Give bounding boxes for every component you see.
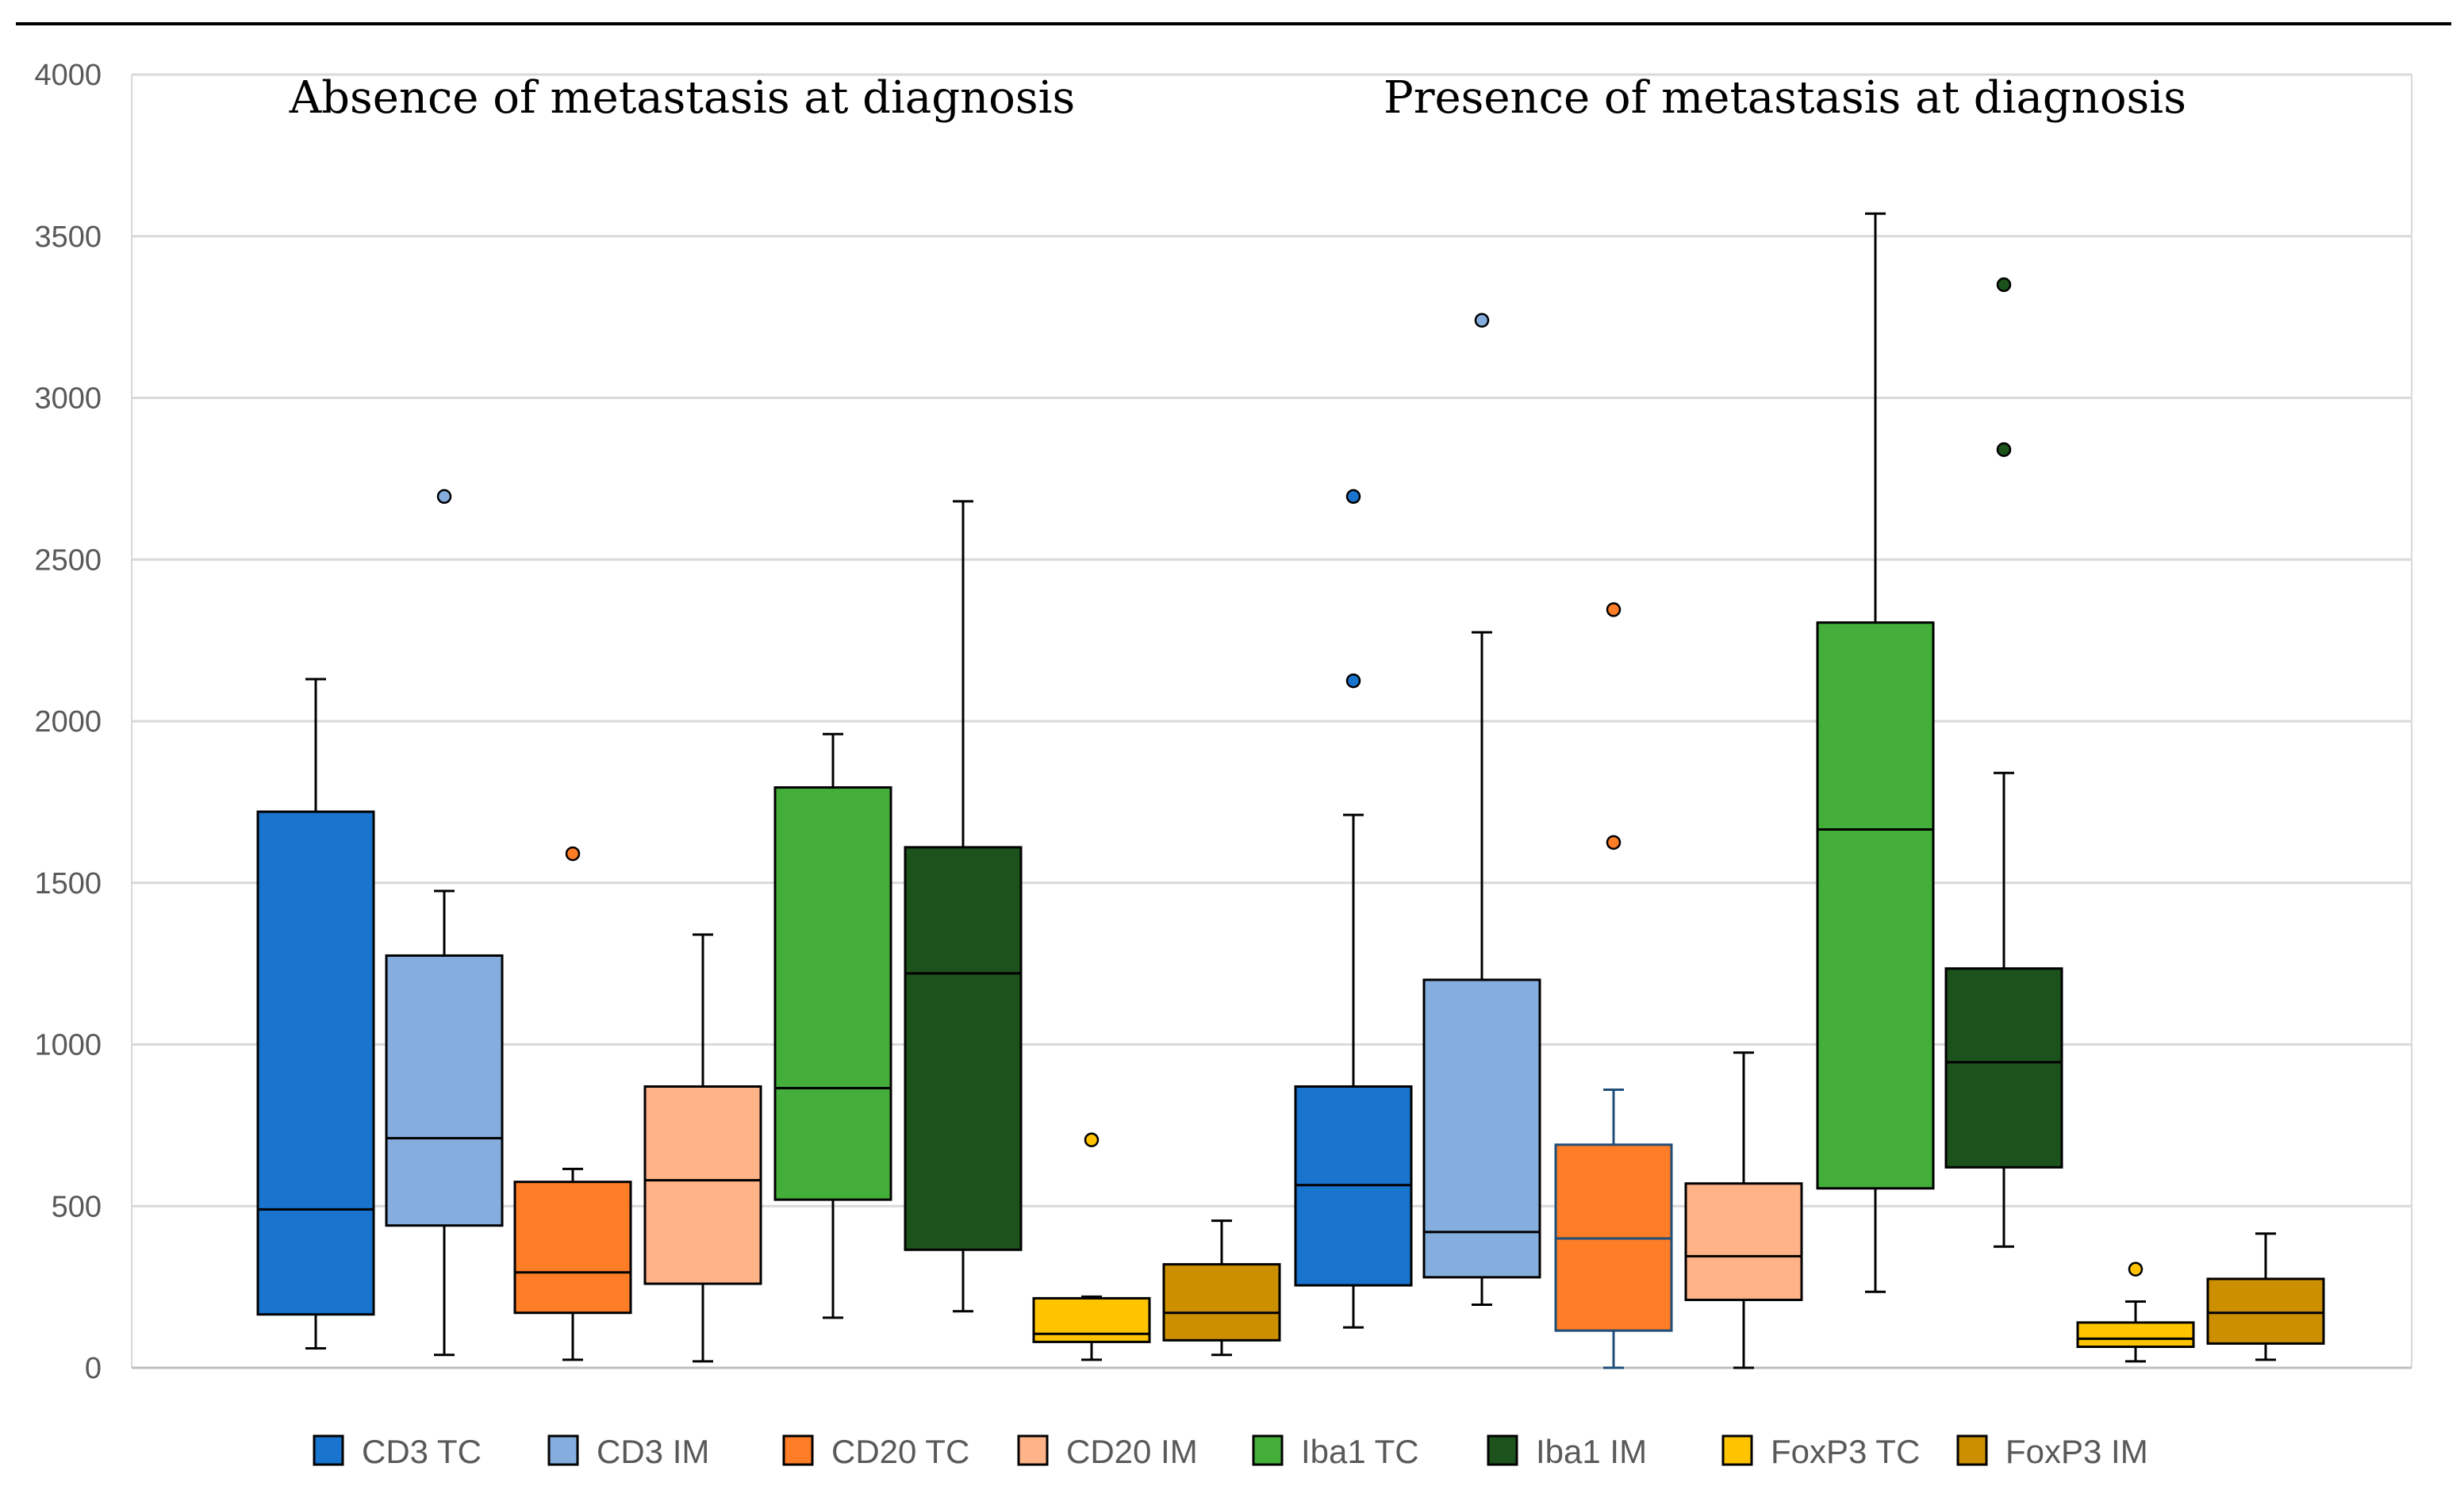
legend: CD3 TC CD3 IM CD20 TC CD20 IM Iba1 TC Iba1 IM…	[313, 1433, 2148, 1470]
box-iba1-tc-group-1	[773, 732, 892, 1319]
y-axis: 0 500 1000 1500 2000 2500 3000 3500 4000	[34, 59, 102, 1385]
box-cd3-im-group-1	[385, 489, 504, 1357]
box-iqr	[1684, 1182, 1803, 1301]
group-title-presence: Presence of metastasis at diagnosis	[1384, 72, 2186, 124]
box-iqr	[1162, 1263, 1281, 1342]
box-iba1-tc-group-2	[1816, 212, 1935, 1293]
legend-label: Iba1 TC	[1301, 1433, 1419, 1470]
box-cd3-tc-group-1	[256, 678, 375, 1350]
box-series	[256, 212, 2325, 1369]
legend-swatch	[782, 1434, 814, 1466]
legend-item-cd20-im: CD20 IM	[1017, 1433, 1198, 1470]
box-cd20-im-group-1	[643, 933, 762, 1363]
y-tick-label: 500	[52, 1190, 102, 1223]
box-iqr	[2206, 1277, 2325, 1345]
box-iqr	[385, 954, 504, 1227]
legend-label: CD3 TC	[362, 1433, 482, 1470]
outlier-point	[1606, 602, 1622, 617]
box-iqr	[773, 786, 892, 1201]
box-iqr	[1944, 967, 2063, 1169]
outlier-point	[1345, 489, 1361, 505]
outlier-point	[436, 489, 452, 505]
y-tick-label: 4000	[34, 59, 102, 92]
box-foxp3-tc-group-2	[2076, 1261, 2195, 1363]
y-tick-label: 2500	[34, 543, 102, 577]
outlier-point	[1345, 673, 1361, 689]
outlier-point	[1606, 835, 1622, 851]
box-iqr	[256, 810, 375, 1316]
gridlines	[131, 73, 2412, 1369]
box-cd20-im-group-2	[1684, 1051, 1803, 1369]
legend-swatch	[313, 1434, 344, 1466]
box-foxp3-im-group-2	[2206, 1232, 2325, 1361]
outlier-point	[1996, 442, 2012, 457]
legend-label: FoxP3 IM	[2005, 1433, 2148, 1470]
legend-swatch	[1487, 1434, 1518, 1466]
box-cd3-tc-group-2	[1294, 489, 1413, 1329]
box-iqr	[1816, 621, 1935, 1190]
legend-swatch	[547, 1434, 579, 1466]
legend-item-cd3-tc: CD3 TC	[313, 1433, 482, 1470]
legend-item-foxp3-tc: FoxP3 TC	[1721, 1433, 1920, 1470]
legend-swatch	[1721, 1434, 1753, 1466]
box-iqr	[513, 1181, 632, 1315]
box-foxp3-tc-group-1	[1032, 1132, 1151, 1361]
legend-swatch	[1017, 1434, 1049, 1466]
outlier-point	[1474, 313, 1490, 328]
box-iba1-im-group-2	[1944, 277, 2063, 1248]
y-tick-label: 3500	[34, 221, 102, 254]
y-tick-label: 2000	[34, 705, 102, 739]
y-tick-label: 1000	[34, 1029, 102, 1062]
legend-label: CD20 IM	[1066, 1433, 1198, 1470]
box-cd3-im-group-2	[1422, 313, 1541, 1307]
legend-swatch	[1252, 1434, 1284, 1466]
outlier-point	[1996, 277, 2012, 293]
box-cd20-tc-group-2	[1554, 602, 1673, 1369]
legend-label: Iba1 IM	[1536, 1433, 1647, 1470]
box-foxp3-im-group-1	[1162, 1219, 1281, 1357]
group-title-absence: Absence of metastasis at diagnosis	[289, 72, 1076, 124]
legend-item-cd3-im: CD3 IM	[547, 1433, 709, 1470]
box-iqr	[1032, 1296, 1151, 1343]
box-cd20-tc-group-1	[513, 846, 632, 1361]
outlier-point	[1084, 1132, 1100, 1147]
y-tick-label: 1500	[34, 867, 102, 900]
box-iqr	[2076, 1321, 2195, 1349]
box-iba1-im-group-1	[904, 500, 1023, 1313]
y-tick-label: 3000	[34, 382, 102, 416]
group-titles: Absence of metastasis at diagnosis Prese…	[289, 72, 2186, 124]
box-iqr	[904, 846, 1023, 1251]
legend-item-iba1-tc: Iba1 TC	[1252, 1433, 1419, 1470]
legend-label: CD3 IM	[597, 1433, 709, 1470]
y-tick-label: 0	[85, 1352, 102, 1385]
outlier-point	[2128, 1261, 2144, 1277]
legend-item-cd20-tc: CD20 TC	[782, 1433, 969, 1470]
box-iqr	[1422, 978, 1541, 1279]
legend-item-iba1-im: Iba1 IM	[1487, 1433, 1647, 1470]
legend-item-foxp3-im: FoxP3 IM	[1956, 1433, 2148, 1470]
legend-label: CD20 TC	[831, 1433, 969, 1470]
legend-label: FoxP3 TC	[1771, 1433, 1920, 1470]
legend-swatch	[1956, 1434, 1988, 1466]
outlier-point	[565, 846, 581, 862]
box-iqr	[643, 1085, 762, 1285]
